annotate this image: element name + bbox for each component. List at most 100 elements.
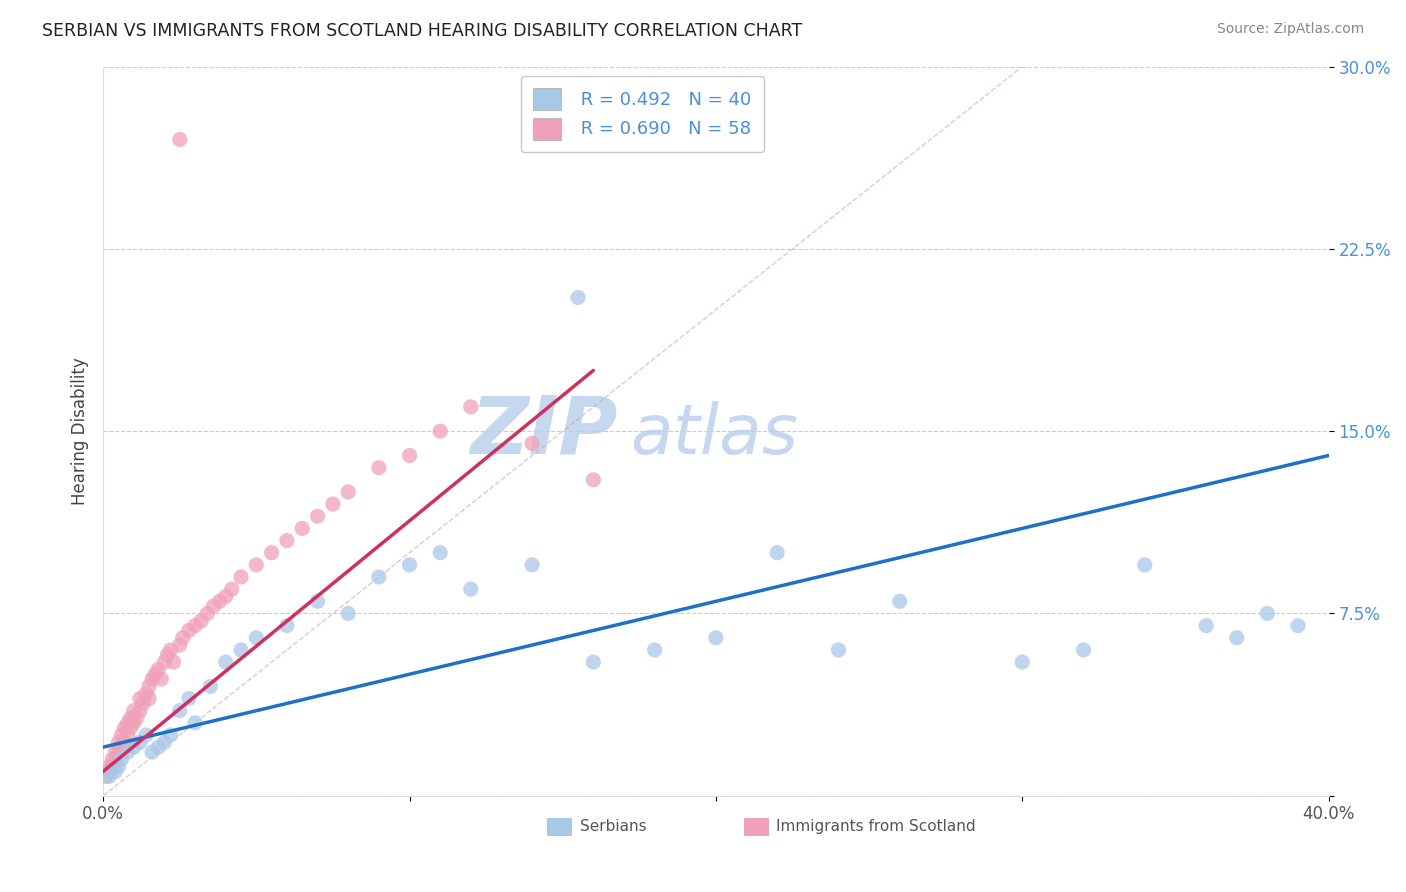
Point — [190, 614, 212, 628]
Point — [159, 643, 181, 657]
Point — [125, 711, 148, 725]
Point — [132, 697, 155, 711]
Text: Source: ZipAtlas.com: Source: ZipAtlas.com — [1216, 22, 1364, 37]
Point — [101, 759, 124, 773]
Point — [291, 521, 314, 535]
Point — [120, 721, 142, 735]
Point — [520, 558, 543, 572]
Point — [135, 687, 157, 701]
Point — [276, 533, 298, 548]
Point — [96, 769, 118, 783]
Point — [169, 704, 191, 718]
Point — [429, 546, 451, 560]
Point — [215, 655, 238, 669]
Text: ZIP: ZIP — [471, 392, 617, 470]
Point — [110, 740, 132, 755]
Point — [120, 711, 142, 725]
Point — [229, 570, 252, 584]
Point — [184, 715, 207, 730]
Point — [1256, 607, 1278, 621]
Point — [1226, 631, 1249, 645]
Point — [107, 759, 129, 773]
Point — [276, 618, 298, 632]
Point — [1195, 618, 1218, 632]
Text: SERBIAN VS IMMIGRANTS FROM SCOTLAND HEARING DISABILITY CORRELATION CHART: SERBIAN VS IMMIGRANTS FROM SCOTLAND HEAR… — [42, 22, 803, 40]
Text: atlas: atlas — [630, 401, 799, 468]
Point — [460, 400, 482, 414]
Point — [114, 735, 136, 749]
Point — [153, 655, 176, 669]
Point — [215, 590, 238, 604]
Point — [567, 291, 589, 305]
Point — [766, 546, 789, 560]
Point — [122, 715, 145, 730]
Bar — [547, 818, 572, 836]
Y-axis label: Hearing Disability: Hearing Disability — [72, 358, 89, 505]
Point — [128, 735, 150, 749]
Point — [337, 607, 360, 621]
Point — [827, 643, 849, 657]
Point — [107, 745, 129, 759]
Point — [107, 735, 129, 749]
Point — [135, 728, 157, 742]
Legend:  R = 0.492   N = 40,  R = 0.690   N = 58: R = 0.492 N = 40, R = 0.690 N = 58 — [520, 76, 763, 153]
Point — [307, 509, 329, 524]
Point — [1133, 558, 1156, 572]
Point — [128, 704, 150, 718]
Point — [117, 715, 139, 730]
Point — [114, 721, 136, 735]
Point — [98, 759, 121, 773]
Point — [229, 643, 252, 657]
Point — [148, 662, 170, 676]
Point — [143, 667, 166, 681]
Point — [195, 607, 218, 621]
Point — [169, 132, 191, 146]
Point — [260, 546, 283, 560]
Point — [177, 624, 200, 638]
Point — [337, 485, 360, 500]
Text: Immigrants from Scotland: Immigrants from Scotland — [776, 820, 976, 835]
Point — [208, 594, 231, 608]
Point — [110, 752, 132, 766]
Point — [156, 648, 179, 662]
Point — [150, 672, 173, 686]
Point — [367, 570, 389, 584]
Point — [307, 594, 329, 608]
Point — [398, 449, 420, 463]
Point — [138, 679, 160, 693]
Point — [889, 594, 911, 608]
Point — [122, 704, 145, 718]
Point — [200, 679, 222, 693]
Point — [582, 473, 605, 487]
Point — [172, 631, 194, 645]
Point — [429, 424, 451, 438]
Point — [169, 638, 191, 652]
Point — [460, 582, 482, 596]
Point — [101, 752, 124, 766]
Point — [104, 764, 127, 779]
Point — [128, 691, 150, 706]
Point — [159, 728, 181, 742]
Point — [98, 769, 121, 783]
Point — [110, 728, 132, 742]
Point — [582, 655, 605, 669]
Point — [644, 643, 666, 657]
Point — [104, 752, 127, 766]
Point — [520, 436, 543, 450]
Point — [117, 745, 139, 759]
Point — [141, 745, 163, 759]
Point — [398, 558, 420, 572]
Point — [221, 582, 243, 596]
Bar — [744, 818, 769, 836]
Point — [704, 631, 727, 645]
Point — [184, 618, 207, 632]
Point — [138, 691, 160, 706]
Text: Serbians: Serbians — [579, 820, 647, 835]
Point — [1073, 643, 1095, 657]
Point — [202, 599, 225, 614]
Point — [177, 691, 200, 706]
Point — [117, 728, 139, 742]
Point — [322, 497, 344, 511]
Point — [1286, 618, 1309, 632]
Point — [162, 655, 184, 669]
